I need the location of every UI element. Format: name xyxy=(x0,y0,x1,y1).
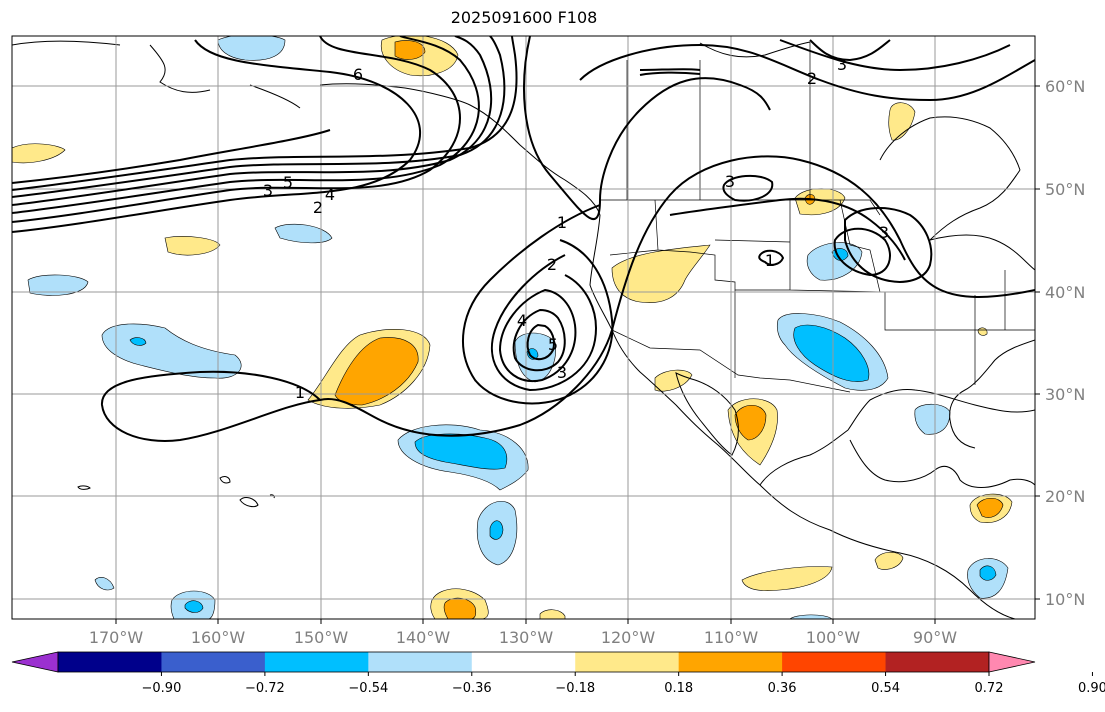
colorbar-label: 0.90 xyxy=(1078,681,1105,696)
colorbar-label: 0.72 xyxy=(975,681,1004,696)
colorbar: −0.90 −0.72 −0.54 −0.36 −0.18 0.18 0.36 0.54 0.7… xyxy=(11,651,1105,696)
positive-anomaly-shading xyxy=(12,36,1013,619)
colorbar-label: −0.18 xyxy=(555,681,595,696)
colorbar-extend-low xyxy=(11,651,59,673)
lon-label: 110°W xyxy=(704,628,759,647)
contour-label: 2 xyxy=(547,255,557,274)
lon-label: 170°W xyxy=(89,628,144,647)
lon-label: 100°W xyxy=(806,628,861,647)
colorbar-label: −0.72 xyxy=(245,681,285,696)
colorbar-labels: −0.90 −0.72 −0.54 −0.36 −0.18 0.18 0.36 0.54 0.7… xyxy=(142,672,1105,696)
lon-label: 130°W xyxy=(499,628,554,647)
colorbar-cell xyxy=(264,652,369,672)
contour-label: 3 xyxy=(879,223,889,242)
negative-anomaly-shading xyxy=(27,36,1009,619)
colorbar-cell xyxy=(885,652,990,672)
colorbar-extend-high xyxy=(988,651,1036,673)
contour-label: 4 xyxy=(517,311,527,330)
lat-label: 20°N xyxy=(1045,487,1085,506)
tick-marks xyxy=(115,85,1040,624)
colorbar-cells xyxy=(57,651,990,673)
colorbar-label: −0.36 xyxy=(452,681,492,696)
lat-label: 10°N xyxy=(1045,590,1085,609)
contour-label: 3 xyxy=(725,172,735,191)
contour-label: 1 xyxy=(295,383,305,402)
colorbar-label: 0.36 xyxy=(768,681,797,696)
contour-label: 2 xyxy=(807,69,817,88)
map-area: 1 2 3 4 5 6 1 2 3 4 5 1 2 3 3 3 xyxy=(12,36,1035,619)
lon-label: 90°W xyxy=(913,628,957,647)
contour-label: 3 xyxy=(557,363,567,382)
colorbar-cell xyxy=(782,652,887,672)
contour-label: 3 xyxy=(263,181,273,200)
colorbar-label: −0.54 xyxy=(348,681,388,696)
lon-label: 160°W xyxy=(191,628,246,647)
lat-label: 60°N xyxy=(1045,77,1085,96)
colorbar-label: 0.18 xyxy=(664,681,693,696)
lat-label: 40°N xyxy=(1045,283,1085,302)
contour-lines xyxy=(12,36,1035,442)
colorbar-cell xyxy=(471,652,576,672)
contour-label: 4 xyxy=(325,185,335,204)
contour-label: 1 xyxy=(557,213,567,232)
contour-labels: 1 2 3 4 5 6 1 2 3 4 5 1 2 3 3 3 xyxy=(263,55,889,402)
map-frame xyxy=(11,35,1036,620)
contour-label: 5 xyxy=(283,173,293,192)
colorbar-cell xyxy=(58,652,162,672)
contour-label: 5 xyxy=(548,335,558,354)
colorbar-cell xyxy=(161,652,266,672)
longitude-labels: 170°W 160°W 150°W 140°W 130°W 120°W 110°… xyxy=(89,628,957,647)
latitude-labels: 60°N 50°N 40°N 30°N 20°N 10°N xyxy=(1045,77,1085,609)
lat-label: 50°N xyxy=(1045,180,1085,199)
lat-label: 30°N xyxy=(1045,385,1085,404)
contour-label: 3 xyxy=(837,55,847,74)
lon-label: 150°W xyxy=(294,628,349,647)
contour-label: 1 xyxy=(765,251,775,270)
lon-label: 140°W xyxy=(396,628,451,647)
contour-label: 6 xyxy=(353,65,363,84)
map-title: 2025091600 F108 xyxy=(450,8,598,27)
colorbar-label: 0.54 xyxy=(871,681,900,696)
colorbar-cell xyxy=(368,652,473,672)
colorbar-cell xyxy=(575,652,680,672)
lon-label: 120°W xyxy=(601,628,656,647)
contour-label: 2 xyxy=(313,198,323,217)
political-borders xyxy=(600,42,1035,393)
colorbar-label: −0.90 xyxy=(142,681,182,696)
colorbar-cell xyxy=(678,652,783,672)
